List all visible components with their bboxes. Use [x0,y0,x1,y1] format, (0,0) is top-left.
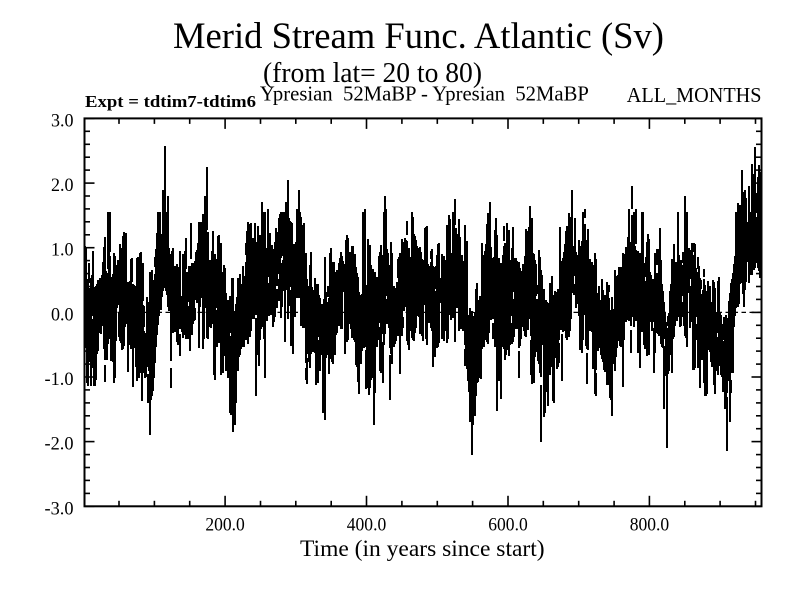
svg-text:3.0: 3.0 [51,111,74,131]
svg-text:600.0: 600.0 [488,515,527,535]
svg-text:ALL_MONTHS: ALL_MONTHS [627,83,762,107]
svg-text:2.0: 2.0 [51,176,74,196]
svg-text:400.0: 400.0 [347,515,386,535]
svg-text:-1.0: -1.0 [45,370,74,390]
svg-text:Time (in years since start): Time (in years since start) [300,536,545,561]
svg-text:0.0: 0.0 [51,305,74,325]
svg-text:200.0: 200.0 [205,515,244,535]
svg-text:800.0: 800.0 [630,515,669,535]
svg-text:Ypresian 52MaBP - Ypresian 5: Ypresian 52MaBP - Ypresian 52MaBP [260,82,589,106]
svg-text:-2.0: -2.0 [45,435,74,455]
svg-text:Merid Stream Func. Atlantic (S: Merid Stream Func. Atlantic (Sv) [173,15,664,56]
svg-text:1.0: 1.0 [51,241,74,261]
svg-text:Expt = tdtim7-tdtim6: Expt = tdtim7-tdtim6 [85,92,256,111]
svg-text:(from lat= 20 to 80): (from lat= 20 to 80) [263,57,482,89]
svg-text:-3.0: -3.0 [45,499,74,519]
